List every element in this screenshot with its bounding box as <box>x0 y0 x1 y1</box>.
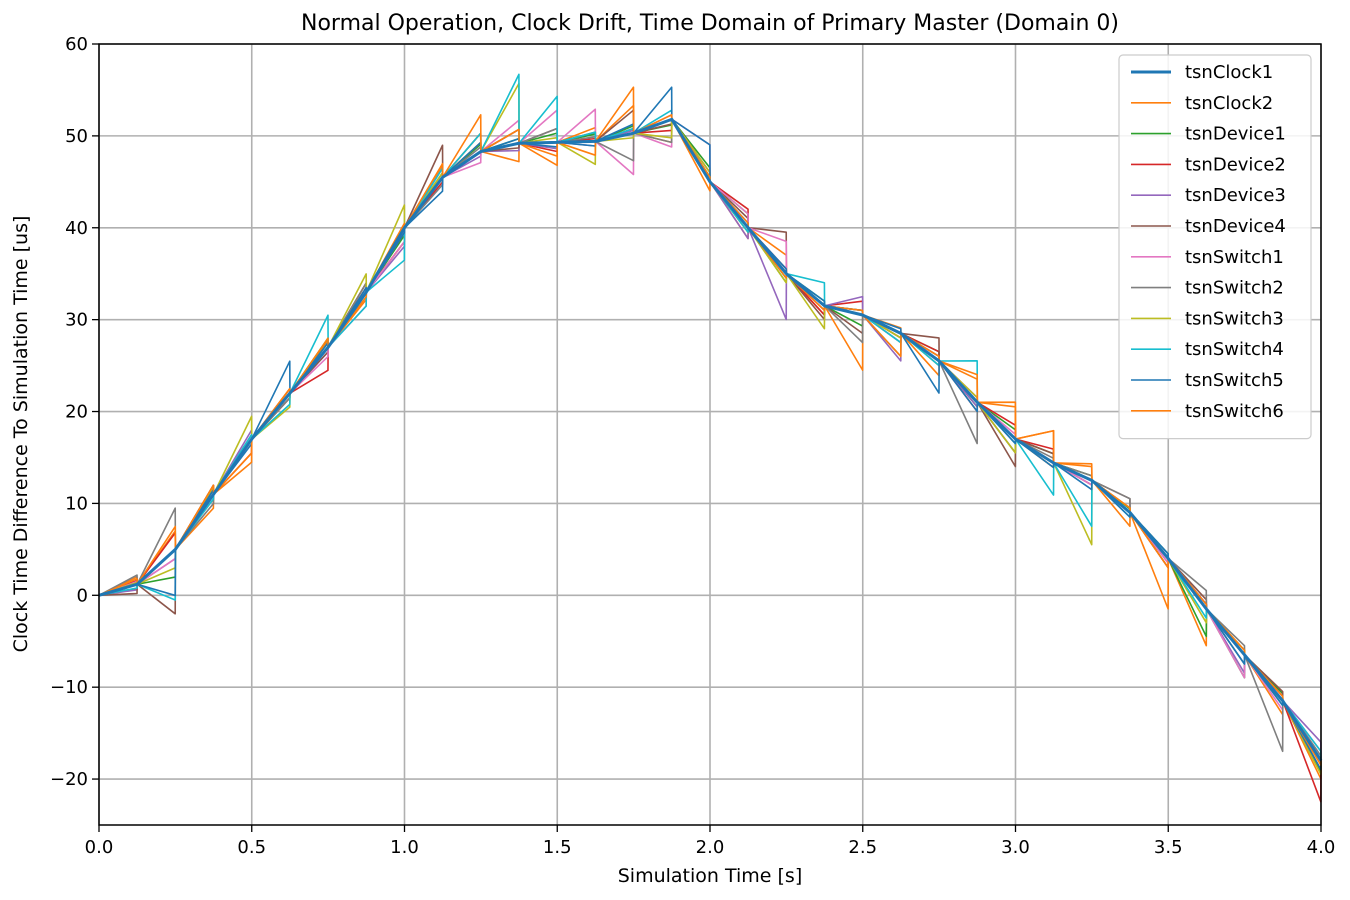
legend-label: tsnSwitch1 <box>1185 247 1284 268</box>
y-axis-label: Clock Time Difference To Simulation Time… <box>10 216 32 653</box>
chart-title: Normal Operation, Clock Drift, Time Doma… <box>301 11 1119 36</box>
y-tick-label: 30 <box>65 310 88 331</box>
legend-label: tsnClock2 <box>1185 93 1273 114</box>
legend-label: tsnSwitch3 <box>1185 308 1284 329</box>
y-tick-label: 20 <box>65 402 88 423</box>
legend-label: tsnClock1 <box>1185 62 1273 83</box>
x-axis-label: Simulation Time [s] <box>618 865 803 887</box>
y-tick-label: 50 <box>65 126 88 147</box>
legend-label: tsnDevice3 <box>1185 185 1286 206</box>
x-tick-label: 3.0 <box>1001 837 1030 858</box>
legend-label: tsnDevice4 <box>1185 216 1286 237</box>
x-tick-label: 3.5 <box>1154 837 1183 858</box>
y-tick-label: −20 <box>50 769 88 790</box>
x-tick-label: 4.0 <box>1307 837 1336 858</box>
y-tick-label: 0 <box>77 585 88 606</box>
y-tick-label: 40 <box>65 218 88 239</box>
legend-label: tsnSwitch6 <box>1185 401 1284 422</box>
y-tick-label: −10 <box>50 677 88 698</box>
y-tick-label: 10 <box>65 493 88 514</box>
x-tick-label: 2.0 <box>696 837 725 858</box>
legend-label: tsnSwitch5 <box>1185 370 1284 391</box>
x-tick-label: 1.0 <box>390 837 419 858</box>
legend-label: tsnDevice2 <box>1185 154 1286 175</box>
x-tick-label: 2.5 <box>848 837 877 858</box>
x-axis: 0.0 0.5 1.0 1.5 2.0 2.5 3.0 3.5 4.0 <box>85 825 1336 858</box>
x-tick-label: 1.5 <box>543 837 572 858</box>
y-tick-label: 60 <box>65 34 88 55</box>
legend-label: tsnSwitch2 <box>1185 278 1284 299</box>
y-axis: −20 −10 0 10 20 30 40 50 60 <box>50 34 99 790</box>
x-tick-label: 0.0 <box>85 837 114 858</box>
legend: tsnClock1 tsnClock2 tsnDevice1 tsnDevice2 ts… <box>1118 54 1312 440</box>
series-line-tsnClock1 <box>98 117 1323 762</box>
legend-label: tsnSwitch4 <box>1185 339 1284 360</box>
legend-frame <box>1118 54 1312 440</box>
legend-label: tsnDevice1 <box>1185 124 1286 145</box>
series-lines <box>98 73 1323 803</box>
x-tick-label: 0.5 <box>237 837 266 858</box>
